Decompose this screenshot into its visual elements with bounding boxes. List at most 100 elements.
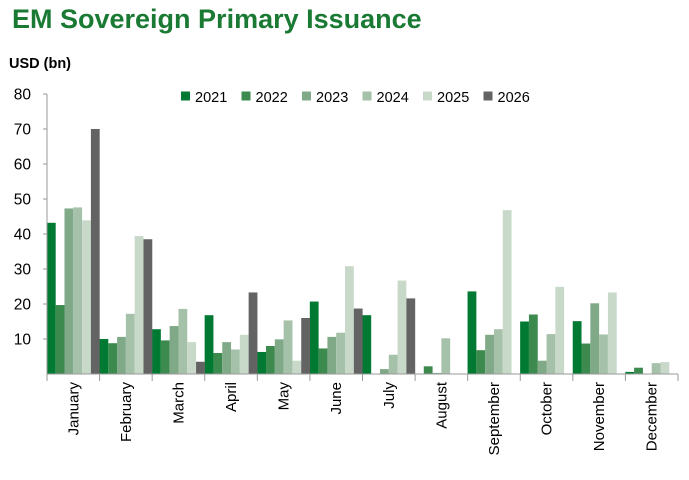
bar-2021-january — [46, 222, 56, 374]
bar-2025-november — [607, 292, 617, 374]
bar-2025-october — [555, 286, 565, 374]
y-axis-label: USD (bn) — [9, 56, 72, 72]
x-tick-label-march: March — [170, 382, 187, 424]
y-tick-label: 30 — [14, 262, 32, 279]
legend-swatch-2023 — [302, 91, 311, 101]
bar-2022-may — [266, 346, 275, 374]
legend-label-2021: 2021 — [195, 90, 227, 106]
y-tick-label: 60 — [14, 157, 32, 174]
x-ticks-group: January February March April May June July Augu… — [65, 381, 660, 455]
bar-2024-november — [599, 334, 608, 374]
bar-2025-september — [502, 210, 512, 374]
legend: 2021 2022 2023 2024 2025 2026 — [181, 90, 530, 106]
x-tick-label-september: September — [486, 382, 503, 455]
bar-2023-october — [537, 360, 547, 374]
bar-2023-april — [222, 342, 232, 374]
legend-swatch-2024 — [362, 91, 372, 101]
x-tick-label-december: December — [644, 382, 661, 451]
bar-2026-march — [196, 361, 205, 374]
legend-swatch-2025 — [423, 91, 432, 101]
legend-swatch-2022 — [241, 91, 251, 101]
bar-2023-march — [169, 326, 179, 374]
x-tick-label-july: July — [381, 382, 398, 409]
bar-2025-january — [82, 220, 91, 374]
y-tick-label: 50 — [14, 192, 32, 209]
bars-group — [46, 129, 670, 374]
bar-2024-march — [178, 308, 188, 374]
bar-2023-august — [432, 372, 442, 374]
bar-2023-january — [64, 208, 74, 374]
legend-label-2026: 2026 — [498, 90, 530, 106]
bar-2023-february — [117, 336, 126, 374]
chart-title: EM Sovereign Primary Issuance — [12, 4, 422, 34]
bar-2026-february — [143, 239, 153, 374]
bar-2025-july — [397, 280, 407, 374]
legend-label-2022: 2022 — [256, 90, 288, 106]
bar-2021-july — [362, 315, 372, 374]
bar-2021-april — [204, 315, 214, 374]
bar-2021-november — [572, 321, 582, 374]
bar-2023-may — [274, 339, 284, 374]
bar-2022-october — [528, 314, 538, 374]
y-tick-label: 70 — [14, 122, 32, 139]
bar-2025-february — [134, 236, 144, 374]
x-tick-label-may: May — [276, 382, 293, 411]
bar-2023-november — [590, 303, 600, 374]
bar-2022-august — [423, 366, 433, 374]
y-tick-label: 80 — [14, 87, 32, 104]
x-tick-label-october: October — [539, 382, 556, 435]
bar-2021-september — [467, 291, 477, 374]
bar-2024-december — [651, 363, 661, 374]
bar-2025-april — [239, 334, 249, 374]
bar-2021-march — [152, 329, 161, 374]
bar-2024-july — [388, 354, 398, 374]
bar-2023-june — [327, 336, 337, 374]
bar-2024-april — [231, 349, 240, 374]
x-tick-label-april: April — [223, 382, 240, 412]
legend-label-2023: 2023 — [316, 90, 348, 106]
bar-2024-june — [336, 332, 346, 374]
bar-2024-february — [125, 313, 135, 374]
legend-label-2024: 2024 — [377, 90, 409, 106]
bar-2022-april — [213, 353, 223, 374]
bar-2026-april — [248, 292, 258, 374]
bar-2025-may — [292, 360, 302, 374]
bar-2024-september — [493, 329, 503, 374]
legend-label-2025: 2025 — [437, 90, 469, 106]
bar-2024-august — [441, 338, 451, 374]
x-tick-label-february: February — [118, 382, 135, 443]
legend-swatch-2026 — [483, 91, 493, 101]
bar-2024-january — [73, 207, 83, 374]
bar-2022-march — [160, 340, 170, 374]
bar-2026-june — [353, 308, 363, 374]
bar-2025-december — [660, 362, 670, 374]
x-tick-label-june: June — [328, 382, 345, 415]
bar-2023-september — [485, 334, 494, 374]
legend-swatch-2021 — [181, 91, 190, 101]
axes-group — [43, 93, 679, 381]
bar-2022-november — [581, 343, 591, 374]
x-tick-label-november: November — [591, 382, 608, 451]
y-ticks-group: 10 20 30 40 50 60 70 80 — [14, 87, 32, 349]
bar-2022-june — [318, 348, 328, 374]
bar-2024-may — [283, 320, 293, 374]
x-tick-label-august: August — [433, 381, 450, 429]
bar-2026-july — [406, 298, 416, 374]
bar-2021-may — [257, 351, 267, 374]
bar-2026-may — [301, 318, 311, 374]
bar-2022-september — [476, 350, 486, 374]
bar-2022-january — [55, 305, 65, 374]
bar-2022-february — [108, 343, 118, 374]
bar-2021-december — [625, 371, 635, 374]
y-tick-label: 40 — [14, 227, 32, 244]
bar-2025-june — [345, 266, 354, 374]
bar-2021-june — [309, 301, 319, 374]
bar-2025-march — [187, 342, 197, 374]
bar-2021-october — [520, 321, 529, 374]
bar-2021-february — [99, 339, 109, 374]
x-tick-label-january: January — [65, 382, 82, 436]
bar-2023-july — [379, 369, 389, 374]
y-tick-label: 10 — [14, 332, 32, 349]
y-tick-label: 20 — [14, 297, 32, 314]
